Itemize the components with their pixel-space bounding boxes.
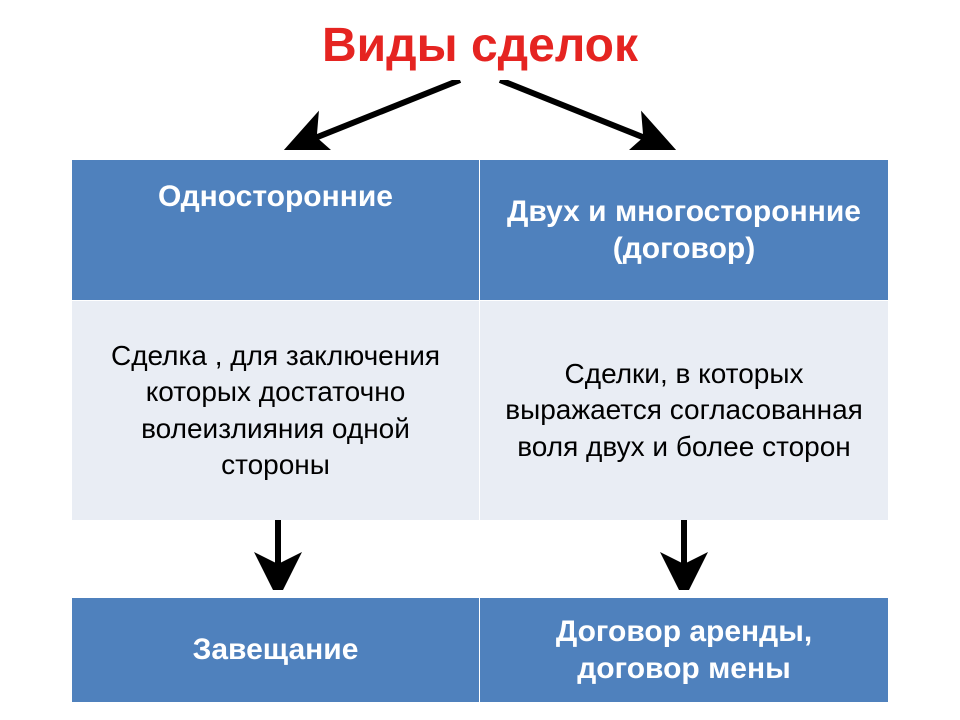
example-left: Завещание	[72, 598, 480, 702]
arrow-to-left	[300, 80, 460, 144]
diagram-title: Виды сделок	[0, 18, 960, 73]
top-arrows	[0, 80, 960, 150]
arrow-to-right	[500, 80, 660, 144]
main-table: Односторонние Двух и многосторонние (дог…	[72, 160, 888, 520]
body-right: Сделки, в которых выражается согласованн…	[480, 300, 888, 520]
body-left: Сделка , для заключения которых достаточ…	[72, 300, 480, 520]
header-right: Двух и многосторонние (договор)	[480, 160, 888, 300]
examples-table: Завещание Договор аренды, договор мены	[72, 598, 888, 702]
example-right: Договор аренды, договор мены	[480, 598, 888, 702]
mid-arrows	[0, 520, 960, 590]
header-left: Односторонние	[72, 160, 480, 300]
